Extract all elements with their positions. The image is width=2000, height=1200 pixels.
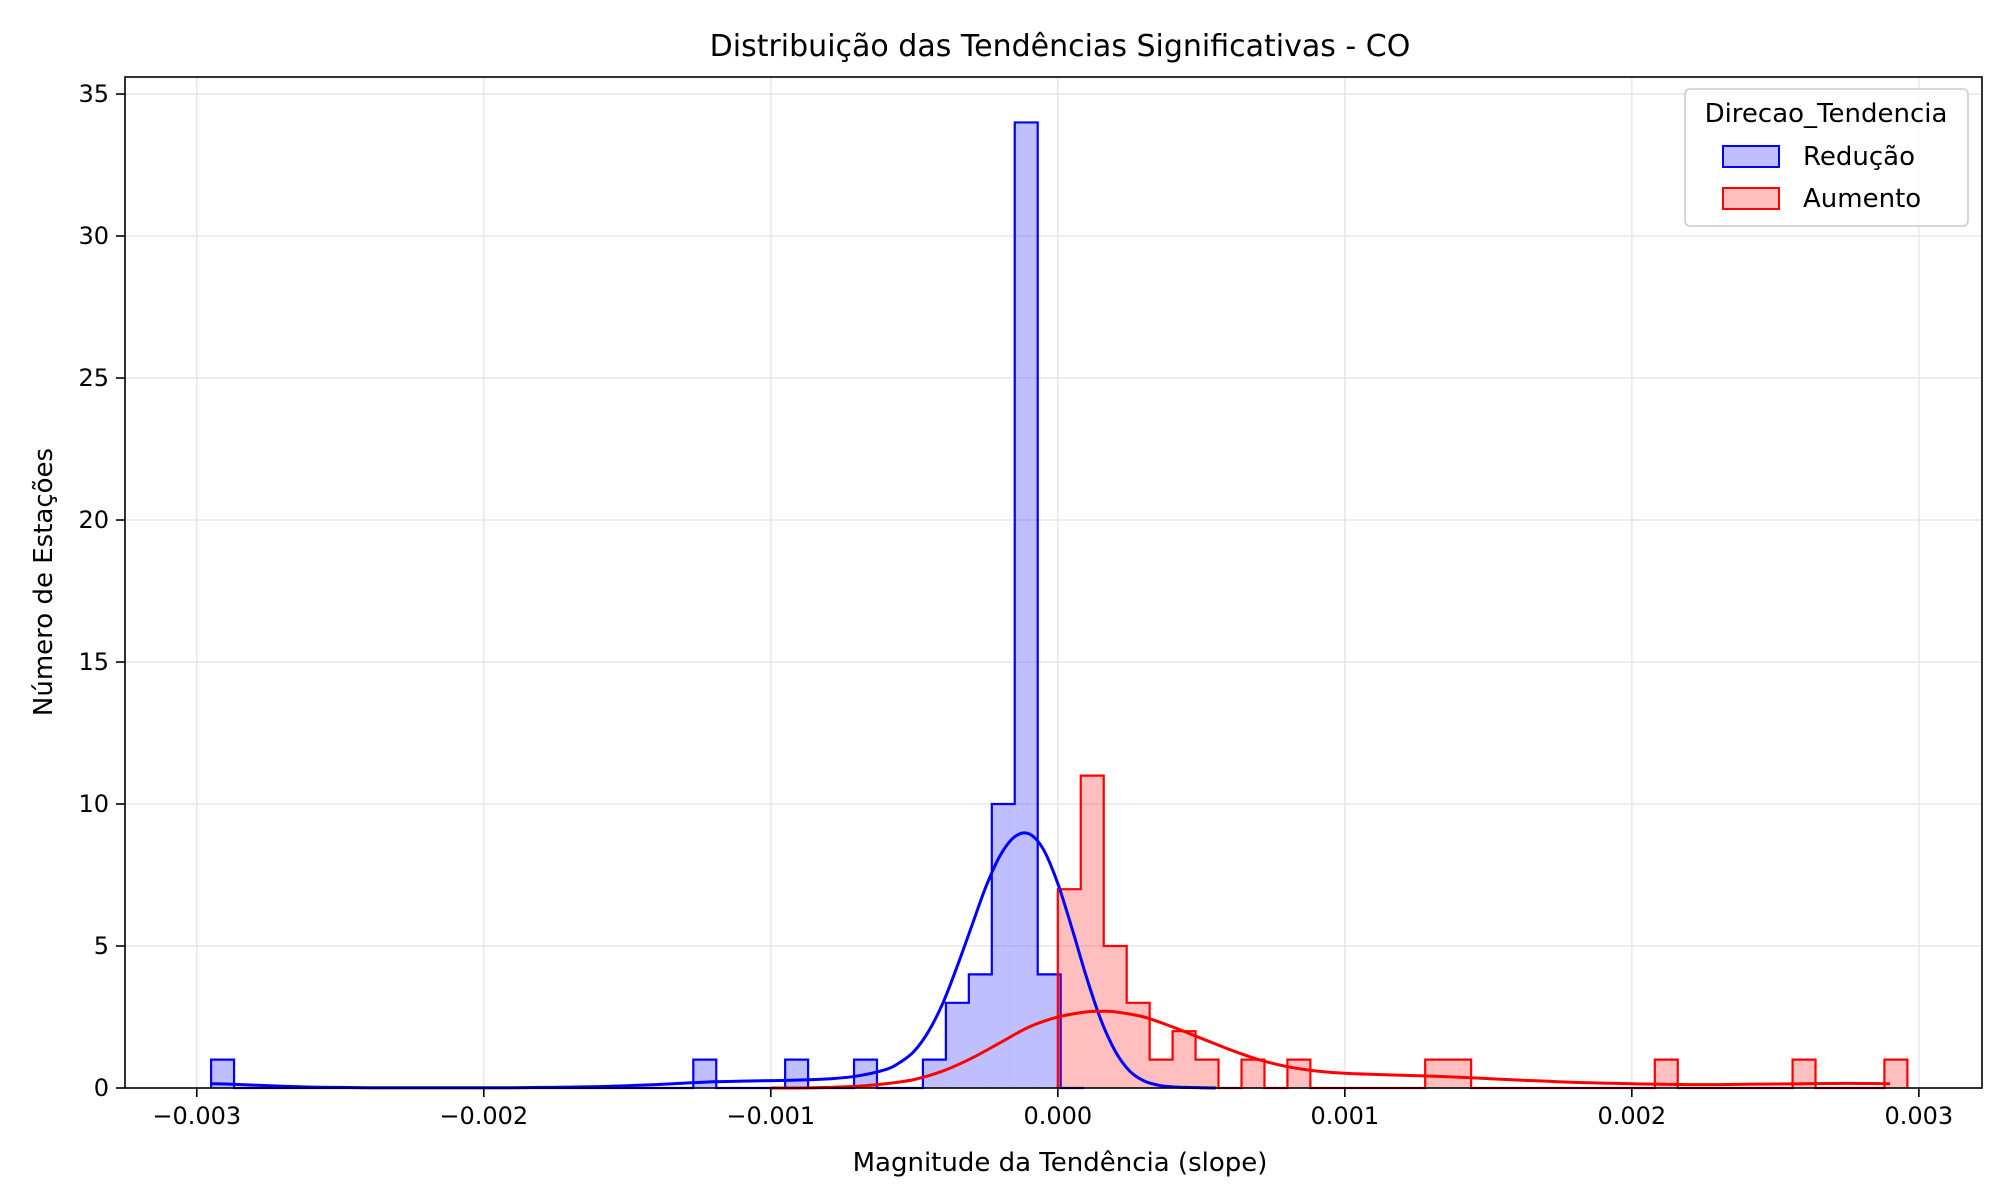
legend: Direcao_Tendencia Redução Aumento [1684, 88, 1969, 227]
histogram-bar [1448, 1059, 1472, 1088]
y-tick-label: 0 [94, 1074, 109, 1102]
histogram-bar [1037, 974, 1061, 1088]
y-axis-label: Número de Estações [29, 448, 59, 716]
histogram-bar [1103, 946, 1127, 1088]
x-tick-label: 0.001 [1310, 1102, 1379, 1130]
histogram-bar [945, 1002, 969, 1088]
histogram-bar [785, 1059, 809, 1088]
histogram-bar [1884, 1059, 1908, 1088]
series-Redução [210, 121, 1084, 1090]
histogram-bar [1172, 1031, 1196, 1088]
axes: −0.003 −0.002 −0.001 0.000 0.001 0.002 0.003 0 5… [78, 80, 1953, 1130]
x-tick-label: −0.001 [726, 1102, 815, 1130]
histogram-bar [1014, 122, 1038, 1088]
legend-label: Redução [1803, 142, 1915, 172]
plot-frame [124, 76, 1983, 1089]
legend-title: Direcao_Tendencia [1705, 99, 1948, 129]
histogram-bar [1654, 1059, 1678, 1088]
histogram-bar [1126, 1002, 1150, 1088]
histogram-bar [1425, 1059, 1449, 1088]
x-tick-label: −0.003 [152, 1102, 241, 1130]
x-axis-label: Magnitude da Tendência (slope) [853, 1148, 1268, 1178]
y-tick-label: 20 [78, 506, 109, 534]
grid [125, 77, 1982, 1089]
histogram-bar [1792, 1059, 1816, 1088]
histogram-bar [1080, 775, 1104, 1088]
y-tick-label: 5 [94, 932, 109, 960]
x-tick-label: −0.002 [439, 1102, 528, 1130]
kde-curve-Aumento [770, 1009, 1891, 1090]
y-tick-label: 15 [78, 648, 109, 676]
x-tick-label: 0.003 [1884, 1102, 1953, 1130]
legend-items: Redução Aumento [1722, 142, 1921, 214]
legend-swatch [1722, 145, 1780, 168]
x-tick-label: 0.000 [1023, 1102, 1092, 1130]
x-tick-label: 0.002 [1597, 1102, 1666, 1130]
histogram-bar [1287, 1059, 1311, 1088]
y-tick-label: 10 [78, 790, 109, 818]
histogram-bar [1241, 1059, 1265, 1088]
legend-frame [1684, 88, 1969, 227]
legend-swatch [1722, 187, 1780, 210]
series-Aumento [1056, 774, 1909, 1090]
y-tick-label: 30 [78, 222, 109, 250]
chart-title: Distribuição das Tendências Significativ… [710, 29, 1411, 64]
y-tick-label: 25 [78, 364, 109, 392]
y-tick-label: 35 [78, 80, 109, 108]
legend-label: Aumento [1803, 184, 1921, 214]
histogram-bar [1149, 1059, 1173, 1088]
histogram-outline [210, 121, 1084, 1090]
histogram-bar [211, 1059, 235, 1088]
histogram-bar [1195, 1059, 1219, 1088]
histogram-bars [210, 121, 1909, 1090]
histogram-bar [968, 974, 992, 1088]
histogram-bar [991, 804, 1015, 1088]
